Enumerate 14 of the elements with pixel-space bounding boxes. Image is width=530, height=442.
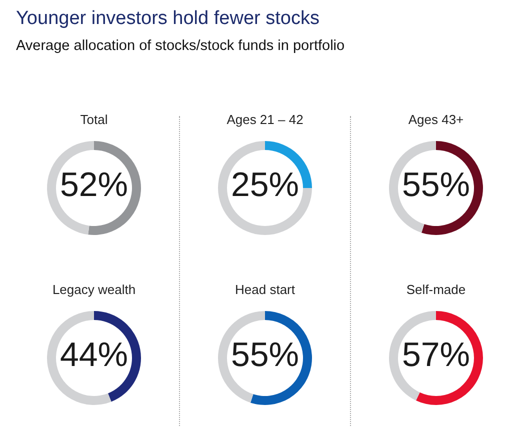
text: 52%: [59, 166, 128, 204]
text: 25%: [230, 166, 299, 204]
text: 57%: [401, 336, 470, 374]
text: Younger investors hold fewer stocks: [16, 8, 320, 30]
text: 44%: [59, 336, 128, 374]
chart-title: Legacy wealth: [52, 282, 136, 297]
chart-title: Head start: [234, 282, 295, 297]
chart-title: Self-made: [406, 282, 466, 297]
text: Average allocation of stocks/stock funds in portfolio: [16, 38, 346, 54]
chart-title: Ages 43+: [408, 112, 464, 127]
chart-title: Ages 21 – 42: [226, 112, 303, 127]
text: 55%: [401, 166, 470, 204]
text: 55%: [230, 336, 299, 374]
chart-title: Total: [80, 112, 108, 127]
